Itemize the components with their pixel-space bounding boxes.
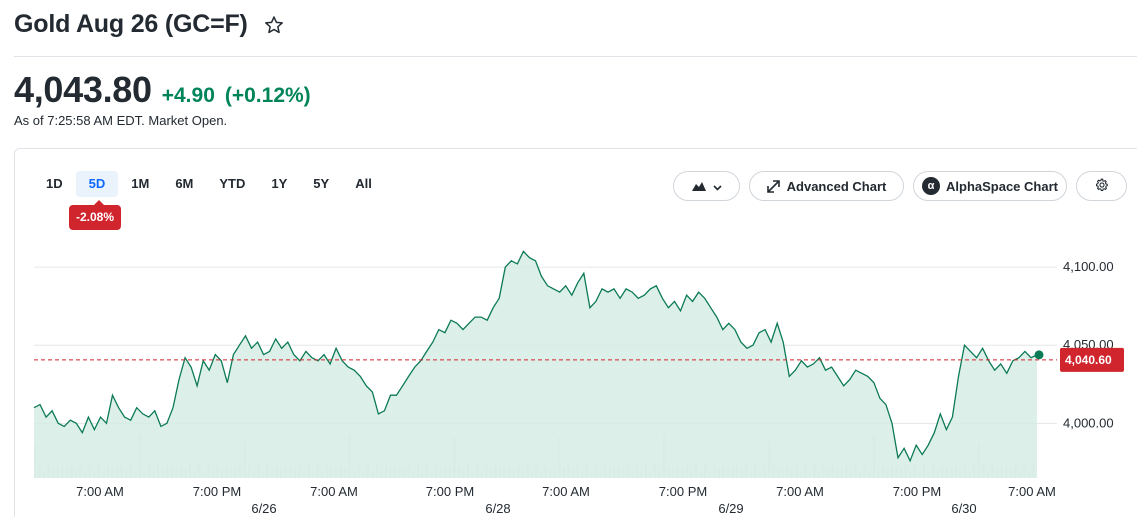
chevron-down-icon xyxy=(712,179,722,194)
page-title: Gold Aug 26 (GC=F) xyxy=(14,10,248,38)
x-tick-label: 7:00 AM xyxy=(776,484,824,499)
range-tab-1d[interactable]: 1D xyxy=(46,176,63,191)
price-area xyxy=(34,251,1037,478)
header-divider xyxy=(14,56,1137,57)
advanced-chart-button[interactable]: Advanced Chart xyxy=(749,171,904,201)
x-tick-label: 7:00 PM xyxy=(193,484,241,499)
period-change-badge: -2.08% xyxy=(69,200,122,230)
range-tab-6m[interactable]: 6M xyxy=(175,176,194,191)
price-line xyxy=(33,250,1038,463)
price-change: +4.90 xyxy=(161,84,215,107)
chart-settings-button[interactable] xyxy=(1076,171,1127,201)
last-price: 4,043.80 xyxy=(14,69,152,110)
y-tick-label: 4,100.00 xyxy=(1063,259,1114,274)
alphaspace-icon: α xyxy=(922,177,940,195)
alphaspace-chart-label: AlphaSpace Chart xyxy=(946,178,1058,194)
x-tick-label: 7:00 PM xyxy=(659,484,707,499)
gear-icon xyxy=(1095,178,1109,195)
range-tab-5y[interactable]: 5Y xyxy=(313,176,330,191)
x-tick-label: 7:00 AM xyxy=(310,484,358,499)
range-tab-5d[interactable]: 5D xyxy=(75,171,119,197)
x-tick-label: 7:00 AM xyxy=(76,484,124,499)
last-price-dot xyxy=(1034,350,1044,360)
range-tab-ytd[interactable]: YTD xyxy=(219,176,246,191)
previous-close-tag xyxy=(1060,347,1124,372)
day-label: 6/29 xyxy=(718,501,743,516)
x-tick-label: 7:00 AM xyxy=(542,484,590,499)
x-tick-label: 7:00 AM xyxy=(1008,484,1056,499)
x-tick-label: 7:00 PM xyxy=(426,484,474,499)
y-tick-label: 4,000.00 xyxy=(1063,415,1114,430)
day-label: 6/30 xyxy=(951,501,976,516)
mountain-chart-icon xyxy=(691,181,706,191)
day-label: 6/26 xyxy=(251,501,276,516)
range-tab-1m[interactable]: 1M xyxy=(131,176,150,191)
range-tab-all[interactable]: All xyxy=(355,176,372,191)
day-label: 6/28 xyxy=(485,501,510,516)
alphaspace-chart-button[interactable]: α AlphaSpace Chart xyxy=(913,171,1067,201)
chart-type-button[interactable] xyxy=(673,171,740,201)
range-tabs: 1D 5D 1M 6M YTD 1Y 5Y All xyxy=(33,171,385,197)
price-change-percent: (+0.12%) xyxy=(224,84,311,107)
range-tab-1y[interactable]: 1Y xyxy=(271,176,288,191)
quote-timestamp: As of 7:25:58 AM EDT. Market Open. xyxy=(14,113,228,128)
previous-close-label: 4,040.60 xyxy=(1065,353,1112,367)
expand-arrow-icon xyxy=(766,179,780,193)
x-tick-label: 7:00 PM xyxy=(893,484,941,499)
star-icon[interactable] xyxy=(264,15,284,35)
chart-card xyxy=(14,148,1137,517)
advanced-chart-label: Advanced Chart xyxy=(786,178,887,194)
